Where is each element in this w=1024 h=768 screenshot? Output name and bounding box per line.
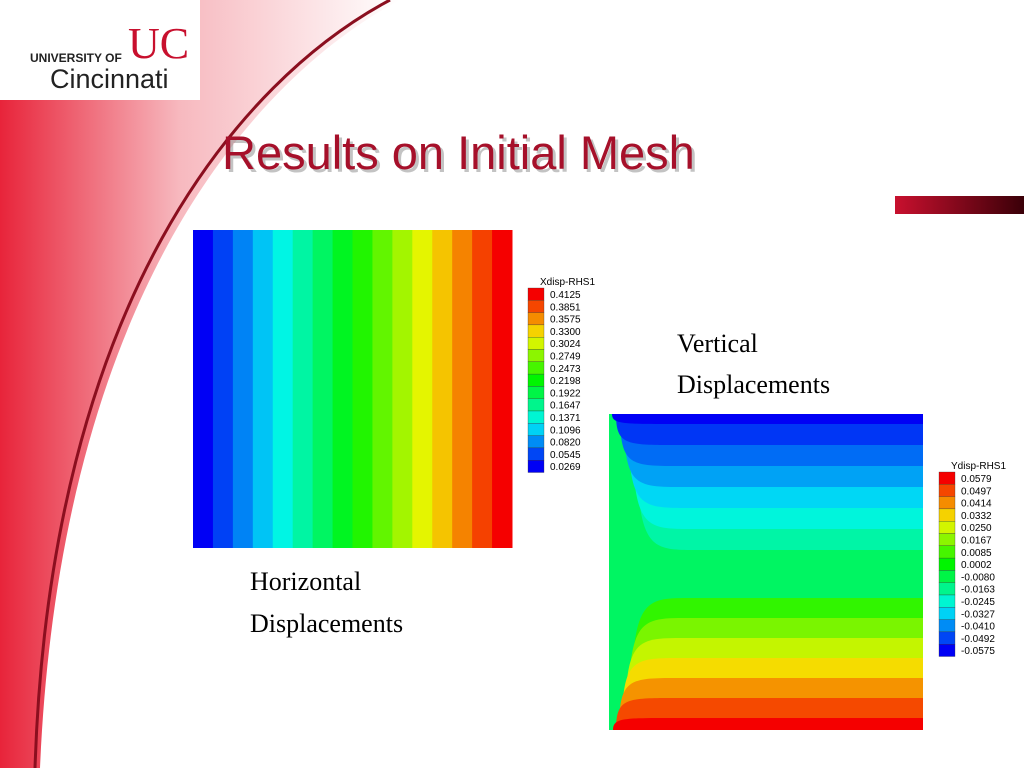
legend-label: 0.0545 <box>550 450 581 461</box>
contour-band <box>252 230 274 548</box>
legend-label: 0.0250 <box>961 523 992 534</box>
legend-label: 0.1647 <box>550 401 581 412</box>
legend-swatch <box>527 349 545 362</box>
contour-band <box>472 230 493 548</box>
swoosh-line <box>33 0 391 768</box>
legend-swatch <box>938 533 956 546</box>
contour-plot-horizontal <box>193 230 513 548</box>
legend-swatch <box>938 557 956 571</box>
legend-label: 0.0085 <box>961 548 992 559</box>
contour-band <box>372 230 393 548</box>
legend-swatch <box>938 521 956 534</box>
contour-band <box>452 230 473 548</box>
contour-band <box>392 230 413 548</box>
legend-swatch <box>527 312 545 326</box>
background-swoosh <box>0 0 400 768</box>
legend-swatch <box>938 484 956 497</box>
legend-label: -0.0163 <box>961 585 995 596</box>
logo-mark: UC <box>128 19 189 68</box>
legend-label: 0.0820 <box>550 438 581 449</box>
contour-band <box>432 230 453 548</box>
legend-swatch <box>527 460 545 473</box>
legend-label: -0.0410 <box>961 622 995 633</box>
legend-swatch <box>938 619 956 633</box>
legend-label: 0.2473 <box>550 364 581 375</box>
contour-band <box>612 414 923 424</box>
caption-line: Displacements <box>677 370 830 399</box>
contour-band <box>613 718 923 730</box>
legend-label: 0.0579 <box>961 474 992 485</box>
legend-swatch <box>527 398 545 412</box>
contour-band <box>352 230 373 548</box>
logo-name: Cincinnati <box>50 64 169 94</box>
legend-swatch <box>938 631 956 645</box>
legend-label: 0.0414 <box>961 499 992 510</box>
legend-label: -0.0080 <box>961 572 995 583</box>
title-bar <box>895 196 1024 214</box>
legend-swatch <box>527 410 545 424</box>
title-shadow: Results on Initial Mesh <box>225 129 698 182</box>
legend-label: 0.1922 <box>550 388 581 399</box>
legend-label: 0.3851 <box>550 302 581 313</box>
legend-label: 0.0002 <box>961 560 992 571</box>
legend-swatch <box>938 570 956 583</box>
legend-title: Ydisp-RHS1 <box>951 461 1006 472</box>
logo-university-of: UNIVERSITY OF <box>30 51 122 65</box>
legend-swatch <box>527 337 545 350</box>
contour-band <box>332 230 353 548</box>
caption-line: Displacements <box>250 609 403 638</box>
legend-swatch <box>527 386 545 399</box>
legend-swatch <box>527 373 545 387</box>
slide-title: Results on Initial Mesh <box>222 126 695 179</box>
contour-band <box>292 230 314 548</box>
legend-label: 0.0332 <box>961 511 992 522</box>
legend-label: 0.3300 <box>550 327 581 338</box>
legend-swatch <box>527 435 545 449</box>
legend-swatch <box>938 508 956 522</box>
legend-swatch <box>527 287 545 301</box>
legend-label: 0.2749 <box>550 352 581 363</box>
legend-label: 0.3575 <box>550 315 581 326</box>
legend-swatch <box>527 300 545 313</box>
legend-swatch <box>527 447 545 461</box>
legend-label: 0.4125 <box>550 290 581 301</box>
legend-swatch <box>938 594 956 608</box>
legend-label: -0.0575 <box>961 646 995 657</box>
contour-band <box>212 230 234 548</box>
legend-title: Xdisp-RHS1 <box>540 277 595 288</box>
logo-bg <box>0 0 200 100</box>
caption-line: Vertical <box>677 329 758 358</box>
contour-band <box>193 230 214 548</box>
caption-line: Horizontal <box>250 567 361 596</box>
legend-label: -0.0245 <box>961 597 995 608</box>
legend-swatch <box>938 582 956 596</box>
legend-label: 0.1371 <box>550 413 581 424</box>
legend-swatch <box>938 471 956 485</box>
legend-label: 0.3024 <box>550 339 581 350</box>
legend-swatch <box>938 607 956 620</box>
legend-label: -0.0327 <box>961 609 995 620</box>
legend-label: 0.1096 <box>550 425 581 436</box>
legend-label: 0.2198 <box>550 376 581 387</box>
contour-band <box>492 230 513 548</box>
legend-label: 0.0167 <box>961 536 992 547</box>
contour-band <box>232 230 254 548</box>
contour-plot-vertical <box>609 414 923 730</box>
contour-band <box>272 230 294 548</box>
legend-swatch <box>938 496 956 510</box>
legend-swatch <box>527 423 545 436</box>
legend-swatch <box>938 644 956 657</box>
legend-swatch <box>527 361 545 375</box>
contour-band <box>312 230 334 548</box>
legend-label: -0.0492 <box>961 634 995 645</box>
legend-swatch <box>938 545 956 559</box>
legend-label: 0.0497 <box>961 486 992 497</box>
legend-swatch <box>527 324 545 338</box>
legend-label: 0.0269 <box>550 462 581 473</box>
contour-band <box>412 230 433 548</box>
